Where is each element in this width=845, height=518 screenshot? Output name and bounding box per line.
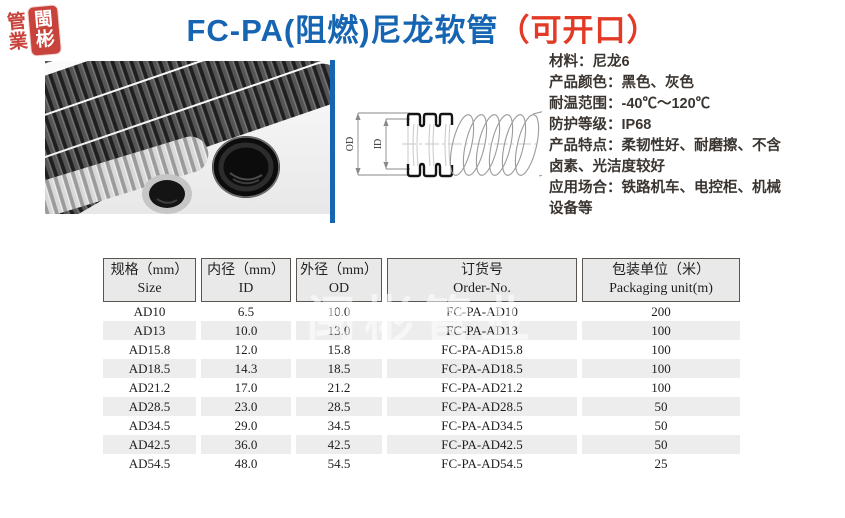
table-cell: 15.8 [327, 341, 351, 357]
table-cell: 50 [582, 397, 740, 416]
table-cell: AD54.5 [128, 455, 171, 471]
corrugation-profile-top [406, 112, 454, 128]
od-label: OD [345, 137, 356, 151]
table-cell: 12.0 [234, 341, 258, 357]
specification-table: 规格（mm）Size 内径（mm）ID 外径（mm）OD 订货号 Order-No. 包装… [98, 258, 745, 473]
table-cell: 13.0 [296, 321, 382, 340]
column-header: 外径（mm）OD [296, 258, 382, 302]
arrowhead [355, 168, 361, 175]
spec-line: 应用场合：铁路机车、电控柜、机械 [549, 180, 781, 196]
table-cell: 54.5 [327, 455, 351, 471]
table-cell: FC-PA-AD15.8 [441, 341, 523, 357]
table-row: AD18.5 14.3 18.5 FC-PA-AD18.5 100 [103, 359, 740, 378]
table-cell: AD21.2 [128, 379, 171, 395]
table-cell: 23.0 [201, 397, 291, 416]
spec-line: 卤素、光洁度较好 [549, 159, 665, 175]
column-header: 包装单位（米） Packaging unit(m) [582, 258, 740, 302]
table-cell: 200 [651, 303, 671, 319]
table-cell: FC-PA-AD34.5 [441, 417, 523, 433]
table-cell: AD15.8 [128, 341, 171, 357]
table-cell: 48.0 [234, 455, 258, 471]
black-tube [45, 61, 330, 162]
spec-line: 设备等 [549, 201, 593, 217]
column-header: 规格（mm）Size [103, 258, 196, 302]
spec-line: 防护等级：IP68 [549, 117, 652, 133]
table-cell: 17.0 [234, 379, 258, 395]
table-row: AD13 10.0 13.0 FC-PA-AD13 100 [103, 321, 740, 340]
page-title-main: FC-PA(阻燃)尼龙软管 [186, 13, 499, 48]
table-cell: 10.0 [327, 303, 351, 319]
table-cell: 10.0 [201, 321, 291, 340]
table-cell: 14.3 [201, 359, 291, 378]
spec-line: 材料：尼龙6 [549, 54, 630, 70]
inner-wall-lines [407, 123, 451, 167]
table-cell: 34.5 [327, 417, 351, 433]
table-cell: AD28.5 [103, 397, 196, 416]
table-cell: AD10 [133, 303, 166, 319]
page-title: FC-PA(阻燃)尼龙软管（可开口） [0, 5, 845, 50]
table-cell: 25 [654, 455, 668, 471]
blue-divider-bar [330, 60, 335, 223]
table-cell: 28.5 [296, 397, 382, 416]
table-cell: FC-PA-AD18.5 [387, 359, 577, 378]
spec-line: 产品特点：柔韧性好、耐磨擦、不含 [549, 138, 781, 154]
table-row: AD10 6.5 10.0 FC-PA-AD10 200 [103, 302, 740, 321]
spec-line: 产品颜色：黑色、灰色 [549, 75, 694, 91]
table-cell: AD42.5 [103, 435, 196, 454]
black-tube [45, 61, 330, 125]
corrugation-profile-bottom [406, 162, 454, 178]
table-row: AD42.5 36.0 42.5 FC-PA-AD42.5 50 [103, 435, 740, 454]
arrowhead [355, 113, 361, 120]
table-cell: 100 [651, 379, 671, 395]
product-photo [45, 61, 330, 214]
table-header-row: 规格（mm）Size 内径（mm）ID 外径（mm）OD 订货号 Order-No. 包装… [103, 258, 740, 302]
table-cell: 6.5 [237, 303, 255, 319]
table-cell: 42.5 [296, 435, 382, 454]
table-cell: 100 [651, 341, 671, 357]
table-cell: 100 [582, 359, 740, 378]
arrowhead [383, 162, 389, 169]
table-cell: AD18.5 [103, 359, 196, 378]
table-cell: FC-PA-AD28.5 [387, 397, 577, 416]
table-cell: FC-PA-AD21.2 [441, 379, 523, 395]
gray-tube-open-end [142, 174, 192, 214]
id-label: ID [373, 139, 384, 150]
corrugation-rings [449, 111, 542, 177]
table-cell: 36.0 [201, 435, 291, 454]
product-specs: 材料：尼龙6 产品颜色：黑色、灰色 耐温范围：-40℃～120℃ 防护等级：IP… [549, 52, 841, 220]
table-cell: 18.5 [296, 359, 382, 378]
table-cell: 50 [582, 435, 740, 454]
column-header: 内径（mm）ID [201, 258, 291, 302]
table-row: AD15.8 12.0 15.8 FC-PA-AD15.8 100 [103, 340, 740, 359]
table-cell: 29.0 [234, 417, 258, 433]
spec-line: 耐温范围：-40℃～120℃ [549, 96, 711, 112]
page-title-suffix: （可开口） [498, 13, 659, 48]
table-row: AD34.5 29.0 34.5 FC-PA-AD34.5 50 [103, 416, 740, 435]
gray-tube [45, 136, 209, 214]
arrowhead [383, 119, 389, 126]
table-cell: 50 [654, 417, 668, 433]
technical-drawing: OD ID [345, 111, 542, 178]
table-cell: FC-PA-AD54.5 [441, 455, 523, 471]
column-header: 订货号 Order-No. [387, 258, 577, 302]
table-cell: FC-PA-AD10 [446, 303, 518, 319]
table-cell: AD13 [103, 321, 196, 340]
table-cell: 100 [582, 321, 740, 340]
table-cell: FC-PA-AD42.5 [387, 435, 577, 454]
table-cell: 21.2 [327, 379, 351, 395]
table-cell: AD34.5 [128, 417, 171, 433]
table-row: AD54.5 48.0 54.5 FC-PA-AD54.5 25 [103, 454, 740, 473]
table-row: AD21.2 17.0 21.2 FC-PA-AD21.2 100 [103, 378, 740, 397]
black-tube-open-end [212, 136, 280, 198]
id-dimension [385, 118, 410, 170]
table-body: AD10 6.5 10.0 FC-PA-AD10 200 AD13 10.0 13.0 FC-P… [103, 302, 740, 473]
table-row: AD28.5 23.0 28.5 FC-PA-AD28.5 50 [103, 397, 740, 416]
table-cell: FC-PA-AD13 [387, 321, 577, 340]
od-dimension [357, 112, 410, 176]
